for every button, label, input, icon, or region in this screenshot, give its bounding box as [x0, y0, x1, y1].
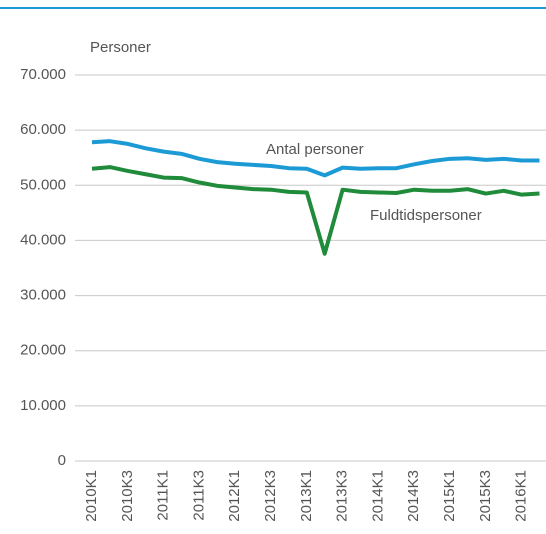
- x-tick-label: 2012K1: [226, 470, 243, 522]
- x-tick-label: 2015K3: [477, 470, 494, 522]
- x-tick-label: 2014K1: [369, 470, 386, 522]
- y-tick-label: 70.000: [20, 66, 66, 83]
- y-tick-label: 30.000: [20, 287, 66, 304]
- y-tick-label: 20.000: [20, 342, 66, 359]
- x-tick-label: 2014K3: [405, 470, 422, 522]
- x-tick-label: 2013K3: [334, 470, 351, 522]
- y-tick-label: 0: [58, 452, 66, 469]
- y-tick-label: 40.000: [20, 231, 66, 248]
- series-label: Antal personer: [266, 141, 364, 158]
- x-tick-label: 2016K1: [513, 470, 530, 522]
- y-axis-title: Personer: [90, 39, 151, 56]
- line-series: [91, 139, 540, 178]
- y-tick-label: 50.000: [20, 176, 66, 193]
- x-tick-label: 2010K1: [83, 470, 100, 522]
- y-tick-label: 60.000: [20, 121, 66, 138]
- series-label: Fuldtidspersoner: [370, 207, 482, 224]
- line-series: [91, 165, 540, 256]
- x-tick-label: 2013K1: [298, 470, 315, 522]
- x-tick-label: 2011K3: [190, 470, 207, 521]
- x-tick-label: 2011K1: [155, 470, 172, 521]
- x-tick-label: 2010K3: [119, 470, 136, 522]
- y-tick-label: 10.000: [20, 397, 66, 414]
- x-tick-label: 2015K1: [441, 470, 458, 522]
- x-tick-label: 2012K3: [262, 470, 279, 522]
